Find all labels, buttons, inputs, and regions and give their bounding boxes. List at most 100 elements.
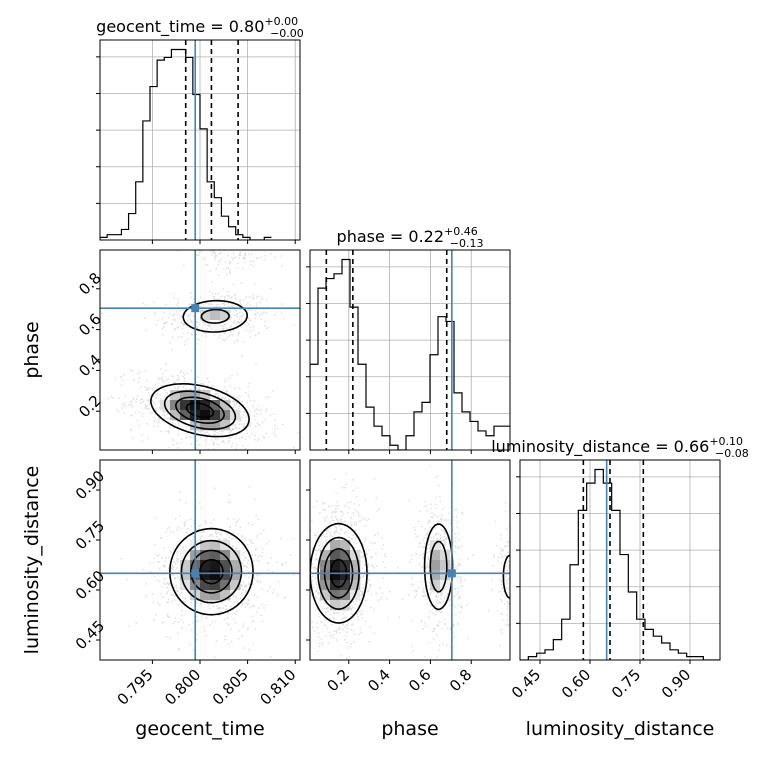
density-bin: [180, 420, 191, 431]
y-tick-label-luminosity_distance: 0.75: [72, 517, 108, 553]
hist-step-line: [520, 468, 720, 660]
y-tick-label-luminosity_distance: 0.60: [72, 567, 108, 603]
density-bin: [210, 310, 221, 321]
density-bin: [330, 540, 341, 551]
x-tick-label-luminosity_distance: 0.60: [558, 666, 594, 702]
density-bin: [180, 410, 191, 421]
y-tick-label-luminosity_distance: 0.90: [72, 467, 108, 503]
panel-title-luminosity_distance: luminosity_distance = 0.66+0.10 −0.08: [491, 435, 749, 460]
density-bin: [220, 580, 231, 591]
density-bin: [200, 570, 211, 581]
density-bin: [200, 590, 211, 601]
density-bin: [200, 540, 211, 551]
density-bin: [210, 580, 221, 591]
hist-frame: [309, 249, 511, 451]
density-bin: [210, 550, 221, 561]
density-bin: [350, 550, 361, 561]
x-tick-label-phase: 0.8: [446, 666, 476, 696]
2d-panel-phase_vs_geocent_time: [96, 250, 300, 454]
density-bin: [350, 560, 361, 571]
contour-line: [175, 396, 225, 424]
x-tick-label-phase: 0.6: [405, 666, 435, 696]
density-bin: [170, 410, 181, 421]
density-bin: [340, 540, 351, 551]
density-bin: [210, 410, 221, 421]
x-tick-label-luminosity_distance: 0.75: [608, 666, 644, 702]
density-bin: [210, 320, 221, 331]
density-bin: [200, 580, 211, 591]
contour-line: [185, 402, 215, 419]
density-bin: [230, 550, 241, 561]
hist-frame: [519, 459, 721, 661]
density-bin: [180, 400, 191, 411]
2d-frame: [99, 459, 301, 661]
density-bin: [200, 410, 211, 421]
truth-marker: [191, 304, 200, 313]
density-bin: [220, 420, 231, 431]
density-bin: [320, 580, 331, 591]
2d-frame: [309, 459, 511, 661]
density-bin: [230, 560, 241, 571]
density-bin: [330, 570, 341, 581]
density-bin: [200, 390, 211, 401]
x-tick-label-geocent_time: 0.805: [209, 666, 252, 709]
density-bin: [230, 570, 241, 581]
contour-line: [199, 559, 224, 585]
density-bin: [170, 390, 181, 401]
density-bin: [200, 310, 211, 321]
density-bin: [340, 600, 351, 611]
density-bin: [440, 570, 451, 581]
density-bin: [220, 310, 231, 321]
density-bin: [210, 570, 221, 581]
scatter-points: [101, 250, 299, 450]
density-bin: [210, 560, 221, 571]
density-bin: [320, 550, 331, 561]
x-axis-label-phase: phase: [381, 718, 438, 740]
truth-marker: [447, 569, 456, 578]
x-tick-label-geocent_time: 0.800: [161, 666, 204, 709]
density-bin: [340, 570, 351, 581]
contour-line: [323, 548, 354, 599]
density-bin: [230, 580, 241, 591]
density-bin: [200, 420, 211, 431]
density-bin: [220, 400, 231, 411]
truth-marker: [191, 569, 200, 578]
x-axis-label-luminosity_distance: luminosity_distance: [526, 718, 715, 740]
contour-line: [180, 539, 243, 604]
density-bin: [220, 590, 231, 601]
density-bin: [320, 590, 331, 601]
2d-panel-luminosity_distance_vs_phase: [306, 460, 510, 664]
density-bin: [330, 560, 341, 571]
density-bin: [210, 590, 221, 601]
x-tick-label-phase: 0.4: [364, 666, 394, 696]
density-bin: [330, 590, 341, 601]
hist-panel-phase: phase = 0.22+0.46 −0.13: [306, 225, 510, 454]
density-bin: [200, 560, 211, 571]
contour-line: [169, 527, 254, 616]
density-bin: [330, 550, 341, 561]
x-tick-label-phase: 0.2: [323, 666, 353, 696]
density-bin: [220, 560, 231, 571]
density-bin: [220, 570, 231, 581]
density-bin: [350, 580, 361, 591]
density-bin: [200, 550, 211, 561]
density-bin: [180, 390, 191, 401]
density-bin: [220, 410, 231, 421]
x-axis-label-geocent_time: geocent_time: [135, 718, 264, 740]
density-bin: [220, 540, 231, 551]
density-bin: [330, 600, 341, 611]
density-bin: [440, 560, 451, 571]
x-tick-label-geocent_time: 0.810: [256, 666, 299, 709]
y-axis-label-phase: phase: [21, 321, 43, 378]
hist-step-line: [310, 258, 510, 450]
panel-title-phase: phase = 0.22+0.46 −0.13: [337, 225, 484, 250]
contour-line: [150, 299, 250, 438]
hist-frame: [99, 39, 301, 241]
x-tick-label-geocent_time: 0.795: [114, 666, 157, 709]
y-tick-label-luminosity_distance: 0.45: [72, 617, 108, 653]
panel-title-geocent_time: geocent_time = 0.80+0.00 −0.00: [96, 15, 304, 40]
density-bin: [430, 560, 441, 571]
contour-line: [317, 536, 448, 610]
2d-frame: [99, 249, 301, 451]
